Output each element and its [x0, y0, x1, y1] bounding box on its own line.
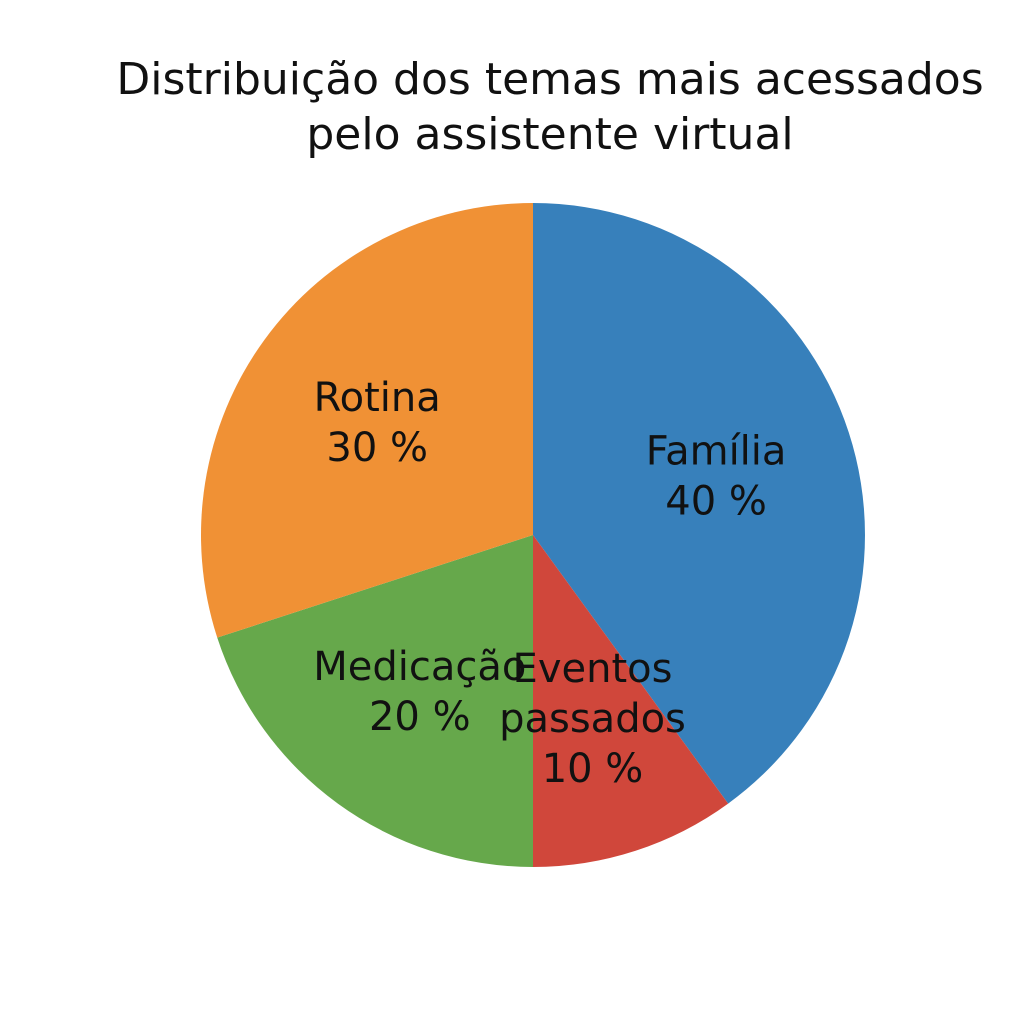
- chart-title-line-2: pelo assistente virtual: [306, 109, 794, 160]
- slice-label-eventos-passados-name-line-0: Eventos: [513, 646, 673, 692]
- slice-label-rotina: Rotina 30 %: [314, 375, 441, 471]
- slice-label-medicacao-percent: 20 %: [369, 694, 471, 740]
- slice-label-eventos-passados-name-line-1: passados: [499, 696, 686, 742]
- slice-label-rotina-name-line-0: Rotina: [314, 375, 441, 421]
- slice-label-eventos-passados: Eventos passados 10 %: [499, 646, 686, 792]
- slice-label-medicacao-name-line-0: Medicação: [313, 644, 526, 690]
- slice-label-rotina-percent: 30 %: [326, 425, 428, 471]
- chart-title: Distribuição dos temas mais acessados pe…: [0, 52, 1024, 162]
- slice-label-familia: Família 40 %: [646, 429, 787, 525]
- pie-slice-familia: [533, 203, 865, 804]
- slice-label-eventos-passados-percent: 10 %: [542, 746, 644, 792]
- slice-label-familia-percent: 40 %: [665, 479, 767, 525]
- slice-label-medicacao: Medicação 20 %: [313, 644, 526, 740]
- pie-slice-rotina: [201, 203, 534, 638]
- pie-slice-medicacao: [217, 535, 533, 867]
- labels-layer: Família 40 %Eventos passados 10 %Medicação 2…: [313, 375, 786, 792]
- slices-layer: [201, 203, 865, 867]
- pie-slice-eventos-passados: [533, 535, 729, 867]
- chart-title-line-1: Distribuição dos temas mais acessados: [116, 54, 984, 105]
- slice-label-familia-name-line-0: Família: [646, 429, 787, 475]
